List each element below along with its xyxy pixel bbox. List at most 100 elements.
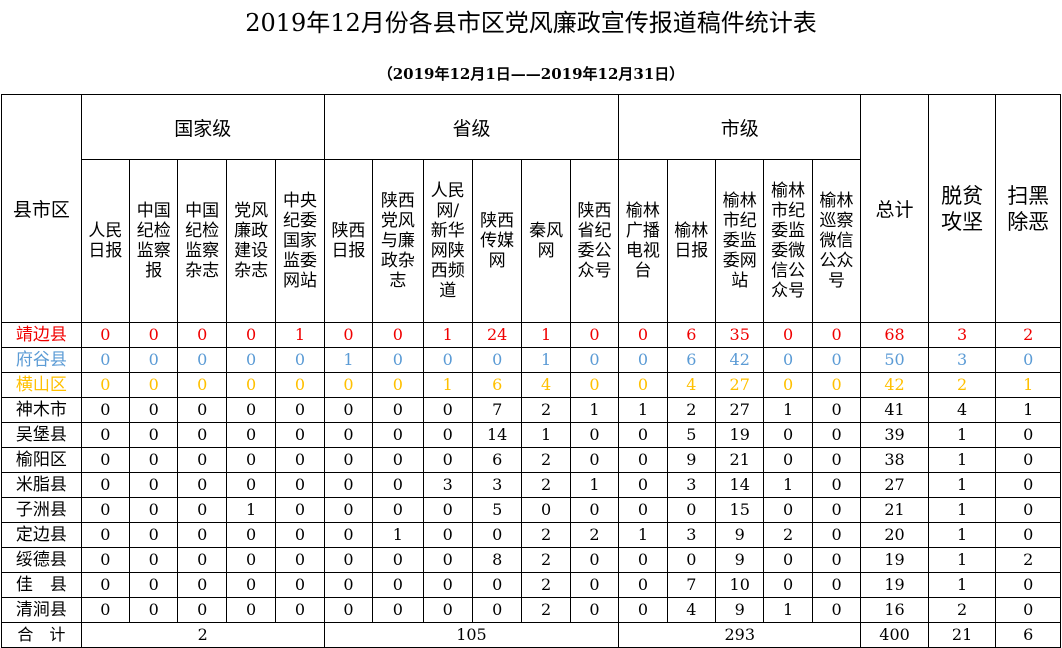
table-cell: 1 [995,397,1061,423]
table-cell: 24 [471,322,523,348]
table-cell: 6 [666,347,717,373]
county-name: 绥德县 [1,547,82,573]
table-cell: 0 [129,597,179,623]
table-cell: 0 [618,372,668,398]
table-cell: 0 [666,497,717,523]
table-cell: 0 [177,447,227,473]
table-cell: 1 [521,347,571,373]
table-cell: 0 [569,322,620,348]
header-city: 市级 [618,94,862,160]
table-cell: 0 [422,397,473,423]
table-cell: 1 [275,322,325,348]
table-cell: 0 [422,422,473,448]
table-cell: 0 [129,397,179,423]
table-row: 绥德县 0 0 0 0 0 0 0 0 8 2 0 0 0 9 0 0 19 1 2 [1,547,1061,573]
table-cell: 0 [995,572,1061,598]
header-column-14: 榆林 市纪 委监 委微 信公 众号 [763,159,813,323]
table-cell: 3 [422,472,473,498]
table-cell: 0 [763,347,813,373]
table-cell: 4 [521,372,571,398]
table-cell: 9 [715,597,765,623]
table-cell: 0 [275,472,325,498]
table-cell: 0 [666,547,717,573]
table-cell: 1 [618,397,668,423]
table-cell: 0 [811,547,862,573]
table-cell: 0 [618,572,668,598]
table-cell: 0 [569,497,620,523]
table-row: 神木市 0 0 0 0 0 0 0 0 7 2 1 1 2 27 1 0 41 4 1 [1,397,1061,423]
table-row: 子洲县 0 0 0 1 0 0 0 0 5 0 0 0 0 15 0 0 21 1 0 [1,497,1061,523]
table-cell: 0 [323,547,374,573]
table-cell: 6 [471,447,523,473]
table-cell: 16 [860,597,929,623]
table-cell: 0 [811,347,862,373]
table-cell: 0 [422,497,473,523]
header-column-13: 榆林 市纪 委监 委网 站 [715,159,765,323]
table-cell: 19 [860,572,929,598]
table-cell: 0 [129,522,179,548]
table-cell: 27 [860,472,929,498]
county-name: 吴堡县 [1,422,82,448]
table-cell: 0 [811,572,862,598]
table-cell: 0 [811,397,862,423]
table-cell: 0 [177,497,227,523]
table-cell: 0 [471,347,523,373]
table-cell: 0 [763,447,813,473]
table-cell: 1 [927,422,997,448]
table-cell: 0 [323,472,374,498]
county-name: 米脂县 [1,472,82,498]
table-cell: 0 [177,347,227,373]
table-cell: 0 [129,422,179,448]
table-row: 横山区 0 0 0 0 0 0 0 1 6 4 0 0 4 27 0 0 42 2 1 [1,372,1061,398]
table-cell: 1 [569,397,620,423]
header-column-4: 中央 纪委 国家 监委 网站 [275,159,325,323]
table-cell: 4 [927,397,997,423]
table-cell: 1 [927,547,997,573]
table-cell: 0 [129,322,179,348]
table-cell: 0 [618,347,668,373]
table-cell: 0 [763,322,813,348]
county-name: 定边县 [1,522,82,548]
table-cell: 0 [569,347,620,373]
table-cell: 0 [177,522,227,548]
table-cell: 0 [275,497,325,523]
table-cell: 3 [666,472,717,498]
table-cell: 8 [471,547,523,573]
header-column-1: 中国 纪检 监察 报 [129,159,179,323]
table-cell: 0 [995,472,1061,498]
table-cell: 0 [811,422,862,448]
table-cell: 0 [80,497,131,523]
table-cell: 0 [80,472,131,498]
header-column-9: 秦风 网 [521,159,571,323]
table-cell: 0 [569,447,620,473]
table-cell: 35 [715,322,765,348]
county-name: 佳 县 [1,572,82,598]
table-cell: 0 [80,397,131,423]
table-cell: 0 [225,322,277,348]
table-cell: 0 [275,522,325,548]
header-column-6: 陕西 党风 与廉 政杂 志 [372,159,424,323]
total-row: 合 计 2 105 293 400 21 6 [1,622,1061,648]
table-row: 清涧县 0 0 0 0 0 0 0 0 0 2 0 0 4 9 1 0 16 2 0 [1,597,1061,623]
table-cell: 0 [177,397,227,423]
county-name: 榆阳区 [1,447,82,473]
table-cell: 0 [763,572,813,598]
table-cell: 21 [715,447,765,473]
table-cell: 0 [80,372,131,398]
table-cell: 0 [275,422,325,448]
table-row: 佳 县 0 0 0 0 0 0 0 0 0 2 0 0 7 10 0 0 19 1 0 [1,572,1061,598]
table-cell: 7 [666,572,717,598]
table-cell: 1 [225,497,277,523]
table-cell: 9 [666,447,717,473]
table-cell: 0 [471,597,523,623]
table-cell: 0 [763,497,813,523]
table-row: 米脂县 0 0 0 0 0 0 0 3 3 2 1 0 3 14 1 0 27 1 0 [1,472,1061,498]
table-cell: 0 [275,372,325,398]
table-cell: 0 [177,547,227,573]
table-row: 吴堡县 0 0 0 0 0 0 0 0 14 1 0 0 5 19 0 0 39 1 0 [1,422,1061,448]
table-cell: 0 [811,472,862,498]
table-cell: 0 [569,422,620,448]
table-cell: 2 [763,522,813,548]
total-national: 2 [80,622,325,648]
header-column-12: 榆林 日报 [666,159,717,323]
